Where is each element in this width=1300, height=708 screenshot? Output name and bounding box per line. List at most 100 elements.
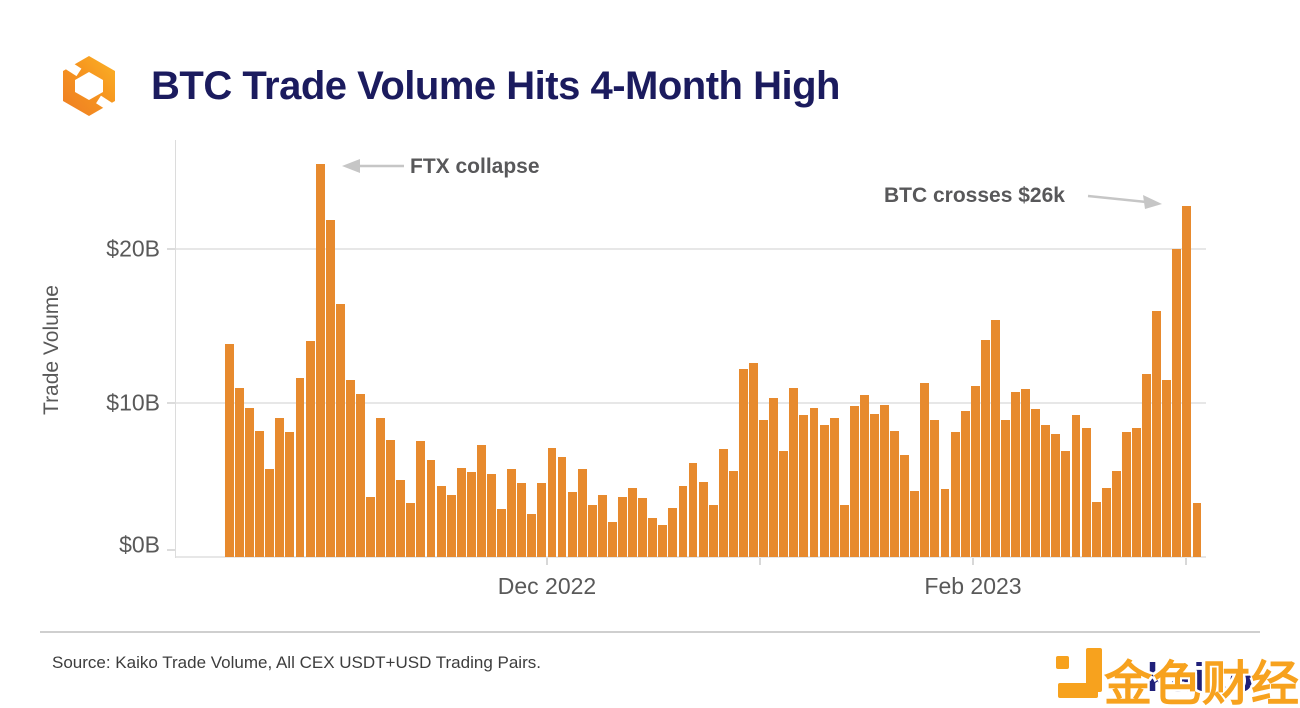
volume-bar	[738, 369, 748, 557]
volume-bar	[325, 220, 335, 557]
volume-bar	[789, 388, 799, 557]
volume-bar	[517, 483, 527, 557]
volume-bar	[567, 492, 577, 557]
volume-bar	[900, 455, 910, 557]
volume-bar	[255, 431, 265, 557]
volume-bar	[1132, 428, 1141, 557]
volume-bar	[245, 408, 255, 557]
volume-bar	[749, 363, 758, 557]
volume-bar	[1192, 503, 1202, 557]
volume-bar	[849, 406, 859, 557]
volume-bar	[1111, 471, 1121, 557]
x-tick-mark-dec	[546, 558, 548, 565]
volume-bar	[507, 469, 517, 557]
volume-bar	[315, 164, 325, 557]
volume-bar	[870, 414, 879, 557]
gridline-10b	[176, 402, 1206, 404]
volume-bar	[406, 503, 416, 557]
volume-bar	[980, 340, 990, 557]
volume-bar	[456, 468, 466, 557]
volume-bar	[1051, 434, 1061, 557]
volume-bar	[1021, 389, 1031, 557]
volume-bar	[1001, 420, 1010, 557]
volume-bar	[1031, 409, 1041, 557]
volume-bar	[718, 449, 728, 557]
volume-bar	[829, 418, 839, 557]
volume-bar	[1101, 488, 1111, 557]
volume-bar	[436, 486, 446, 557]
volume-bar	[487, 474, 496, 557]
volume-bar	[356, 394, 365, 557]
volume-bar	[880, 405, 889, 557]
volume-bar	[1071, 415, 1081, 557]
volume-bar	[285, 432, 295, 557]
gridline-0b	[176, 556, 1206, 558]
jinse-finance-wordmark: 金色财经	[1104, 658, 1300, 708]
volume-bar	[970, 386, 980, 557]
volume-bar	[1142, 374, 1151, 557]
volume-bar	[658, 525, 668, 557]
volume-bar	[809, 408, 819, 557]
volume-bar	[678, 486, 688, 557]
x-tick-mark	[759, 558, 761, 565]
volume-bar	[799, 415, 809, 557]
y-tick-10b: $10B	[106, 389, 160, 416]
volume-bar	[628, 488, 638, 557]
volume-bar	[779, 451, 789, 557]
volume-bar	[587, 505, 597, 557]
volume-bar	[618, 497, 627, 557]
volume-bar	[1081, 428, 1091, 557]
volume-bar	[265, 469, 275, 557]
volume-bar	[890, 431, 900, 557]
volume-bar	[416, 441, 426, 557]
volume-bar	[446, 495, 456, 557]
gridline-20b	[176, 248, 1206, 250]
volume-bar	[698, 482, 708, 557]
y-tick-mark	[167, 549, 175, 551]
volume-bar	[759, 420, 769, 557]
icon-block	[1056, 656, 1069, 669]
bar-series	[225, 157, 1202, 557]
icon-block	[1058, 683, 1098, 698]
y-axis-line	[175, 140, 176, 558]
volume-bar	[547, 448, 557, 557]
volume-bar	[859, 395, 869, 557]
volume-bar	[597, 495, 607, 557]
y-tick-mark	[167, 402, 175, 404]
volume-bar	[1162, 380, 1172, 557]
volume-bar	[275, 418, 285, 557]
x-tick-mark	[1185, 558, 1187, 565]
jinse-finance-watermark: kaiko 金色财经	[1052, 640, 1299, 708]
volume-bar	[235, 388, 244, 557]
volume-bar	[305, 341, 315, 557]
volume-bar	[648, 518, 658, 557]
kaiko-wordmark: kaiko	[1147, 656, 1255, 700]
volume-bar	[466, 472, 476, 557]
volume-bar	[728, 471, 738, 557]
footer-divider	[40, 631, 1260, 633]
volume-bar	[335, 304, 345, 557]
x-tick-label-feb: Feb 2023	[924, 573, 1022, 599]
volume-bar	[225, 344, 234, 557]
volume-bar	[638, 498, 648, 557]
volume-bar	[1152, 311, 1162, 557]
annotation-ftx-collapse: FTX collapse	[410, 155, 540, 178]
x-tick-label-dec: Dec 2022	[497, 573, 597, 599]
jinse-finance-icon	[1056, 648, 1104, 698]
source-text: Source: Kaiko Trade Volume, All CEX USDT…	[52, 653, 541, 672]
volume-bar	[345, 380, 355, 557]
volume-bar	[476, 445, 486, 557]
volume-bar	[1011, 392, 1020, 557]
ftx-arrow-icon	[342, 159, 404, 173]
volume-bar	[607, 522, 617, 557]
volume-bar	[769, 398, 779, 557]
icon-block	[1086, 648, 1102, 692]
volume-bar	[577, 469, 587, 557]
volume-bar	[1091, 502, 1101, 557]
volume-bar	[1041, 425, 1051, 557]
y-tick-20b: $20B	[106, 235, 160, 262]
volume-bar	[366, 497, 375, 557]
volume-bar	[386, 440, 396, 557]
volume-bar	[668, 508, 678, 557]
